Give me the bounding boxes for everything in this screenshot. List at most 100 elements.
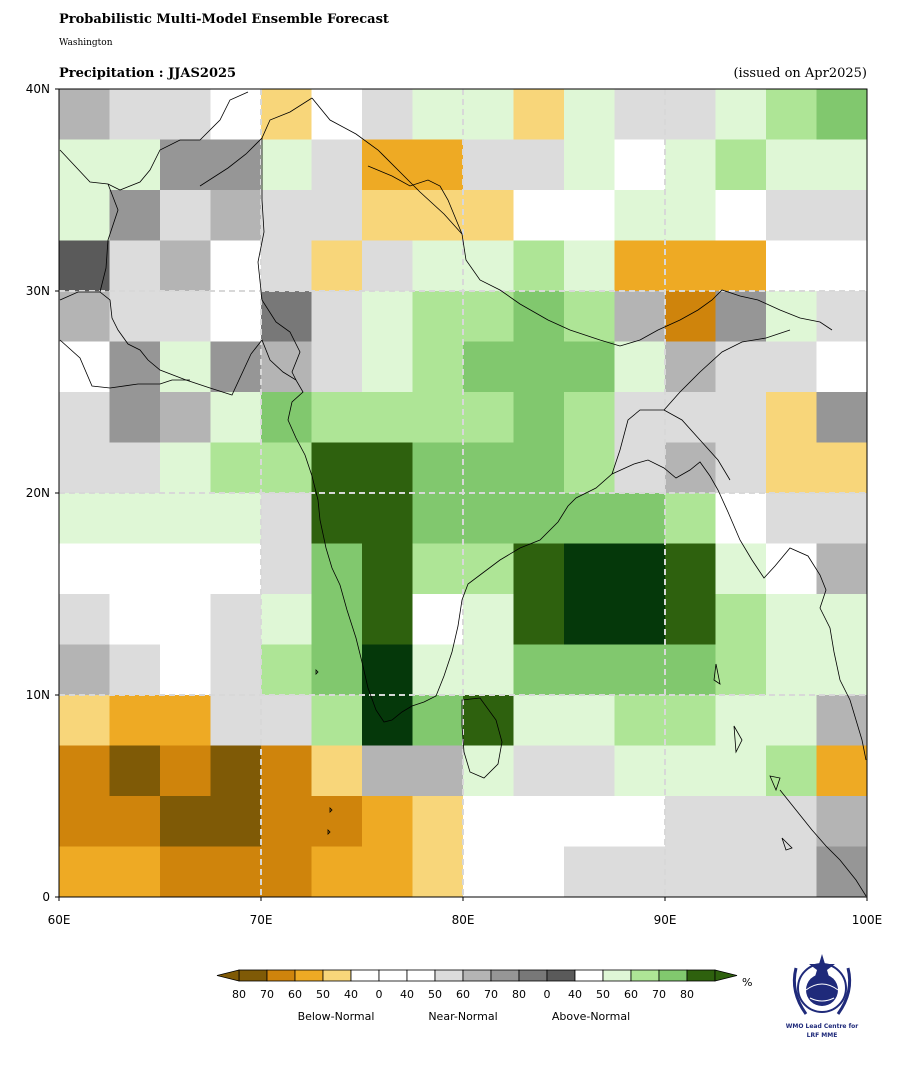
grid-cell xyxy=(564,392,615,443)
legend-swatch xyxy=(322,969,352,982)
grid-cell xyxy=(816,89,868,140)
legend-swatch xyxy=(630,969,660,982)
grid-cell xyxy=(564,493,615,544)
legend-tick-label: 70 xyxy=(484,988,498,1001)
probability-grid xyxy=(59,89,868,898)
grid-cell xyxy=(564,291,615,342)
grid-cell xyxy=(59,493,110,544)
grid-cell xyxy=(513,745,565,797)
grid-cell xyxy=(261,442,312,494)
grid-cell xyxy=(160,846,211,898)
grid-cell xyxy=(412,745,464,797)
grid-cell xyxy=(261,291,312,342)
grid-cell xyxy=(665,442,716,494)
grid-cell xyxy=(614,796,666,847)
grid-cell xyxy=(816,139,868,191)
grid-cell xyxy=(261,190,312,241)
grid-cell xyxy=(311,240,363,292)
legend-swatch xyxy=(294,969,324,982)
legend-tick-label: 60 xyxy=(624,988,638,1001)
grid-cell xyxy=(412,594,464,645)
grid-cell xyxy=(766,594,817,645)
grid-cell xyxy=(665,695,716,746)
grid-cell xyxy=(311,89,363,140)
grid-cell xyxy=(513,493,565,544)
grid-cell xyxy=(614,695,666,746)
legend-tick-label: 0 xyxy=(376,988,383,1001)
grid-cell xyxy=(816,543,868,595)
legend-category-label: Above-Normal xyxy=(552,1010,630,1023)
grid-cell xyxy=(614,594,666,645)
grid-cell xyxy=(614,240,666,292)
grid-cell xyxy=(614,745,666,797)
grid-cell xyxy=(261,846,312,898)
grid-cell xyxy=(59,644,110,696)
grid-cell xyxy=(210,543,262,595)
grid-cell xyxy=(160,644,211,696)
axis-ticks: 60E 70E 80E 90E 100E 0 10N 20N 30N 40N xyxy=(26,82,883,927)
legend-tick-label: 40 xyxy=(344,988,358,1001)
grid-cell xyxy=(109,644,161,696)
grid-cell xyxy=(766,291,817,342)
grid-cell xyxy=(564,341,615,393)
grid-cell xyxy=(160,594,211,645)
grid-cell xyxy=(261,89,312,140)
grid-cell xyxy=(463,190,514,241)
grid-cell xyxy=(766,493,817,544)
grid-cell xyxy=(210,745,262,797)
grid-cell xyxy=(362,442,413,494)
legend-swatch xyxy=(490,969,520,982)
grid-cell xyxy=(412,493,464,544)
grid-cell xyxy=(412,543,464,595)
grid-cell xyxy=(715,139,767,191)
grid-cell xyxy=(210,240,262,292)
legend-tick-label: 80 xyxy=(512,988,526,1001)
grid-cell xyxy=(59,442,110,494)
grid-cell xyxy=(665,341,716,393)
grid-cell xyxy=(665,89,716,140)
legend-tick-label: 40 xyxy=(568,988,582,1001)
grid-cell xyxy=(715,190,767,241)
grid-cell xyxy=(513,139,565,191)
grid-cell xyxy=(109,341,161,393)
grid-cell xyxy=(513,291,565,342)
wmo-logo-caption: WMO Lead Centre for LRF MME xyxy=(770,1022,874,1040)
grid-cell xyxy=(362,796,413,847)
x-tick-label: 90E xyxy=(654,913,677,927)
grid-cell xyxy=(513,89,565,140)
grid-cell xyxy=(766,644,817,696)
grid-cell xyxy=(311,644,363,696)
legend-swatch xyxy=(686,969,716,982)
grid-cell xyxy=(210,846,262,898)
legend-swatch xyxy=(378,969,408,982)
grid-cell xyxy=(311,392,363,443)
grid-cell xyxy=(766,695,817,746)
grid-cell xyxy=(816,745,868,797)
grid-cell xyxy=(564,139,615,191)
grid-cell xyxy=(59,594,110,645)
legend-swatch xyxy=(658,969,688,982)
issued-date: (issued on Apr2025) xyxy=(733,66,867,81)
grid-cell xyxy=(412,442,464,494)
grid-cell xyxy=(59,695,110,746)
grid-cell xyxy=(362,89,413,140)
grid-cell xyxy=(160,493,211,544)
grid-cell xyxy=(463,594,514,645)
grid-cell xyxy=(311,442,363,494)
grid-cell xyxy=(665,392,716,443)
legend-tick-label: 80 xyxy=(680,988,694,1001)
grid-cell xyxy=(109,139,161,191)
chart-subtitle: Washington xyxy=(59,38,113,48)
grid-cell xyxy=(59,89,110,140)
grid-cell xyxy=(463,745,514,797)
grid-cell xyxy=(766,89,817,140)
grid-cell xyxy=(463,139,514,191)
legend-swatch xyxy=(574,969,604,982)
grid-cell xyxy=(766,139,817,191)
legend-swatch xyxy=(546,969,576,982)
grid-cell xyxy=(463,695,514,746)
grid-cell xyxy=(311,341,363,393)
grid-cell xyxy=(665,745,716,797)
grid-cell xyxy=(210,442,262,494)
grid-cell xyxy=(412,190,464,241)
